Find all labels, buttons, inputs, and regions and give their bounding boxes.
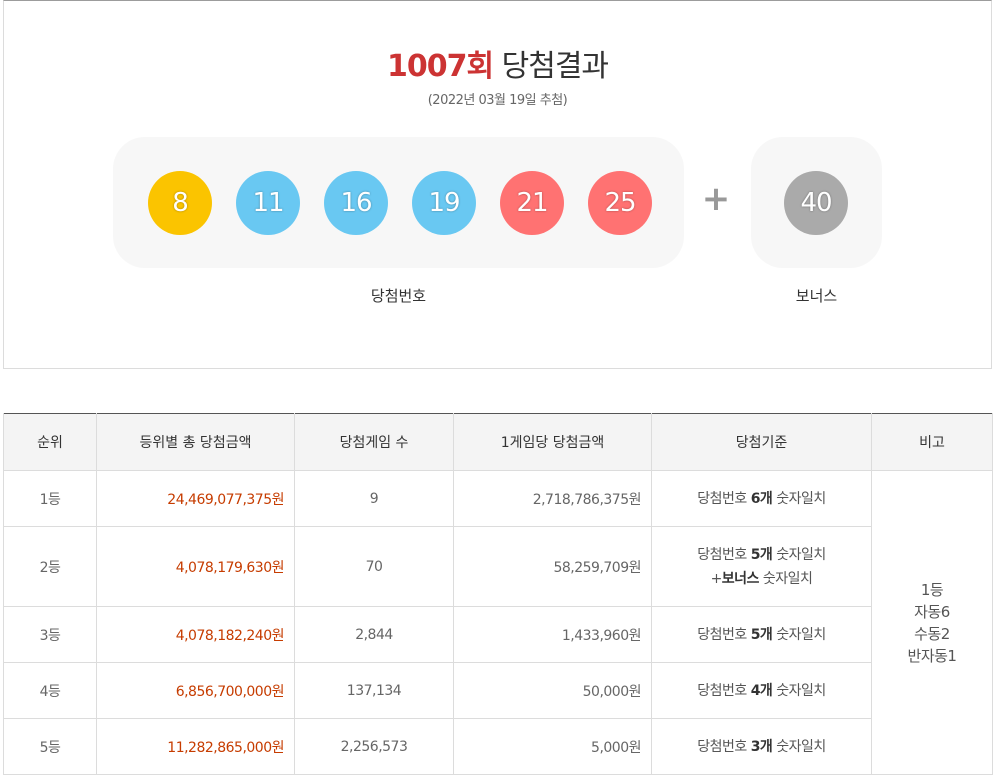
criteria-text: 숫자일치	[772, 546, 826, 563]
table-row: 2등 4,078,179,630원 70 58,259,709원 당첨번호 5개…	[3, 526, 993, 607]
prize-per-game-cell: 1,433,960원	[453, 606, 652, 663]
winner-count-cell: 2,256,573	[294, 718, 454, 775]
criteria-cell: 당첨번호 3개 숫자일치	[651, 718, 872, 775]
header-prize-per-game: 1게임당 당첨금액	[453, 413, 652, 471]
criteria-count: 3개	[750, 738, 773, 755]
prize-table: 순위 등위별 총 당첨금액 당첨게임 수 1게임당 당첨금액 당첨기준 비고 1…	[3, 413, 993, 775]
note-line: 반자동1	[907, 646, 957, 665]
header-note: 비고	[871, 413, 993, 471]
prize-per-game-cell: 2,718,786,375원	[453, 470, 652, 527]
criteria-text: +	[710, 570, 723, 587]
table-row: 4등 6,856,700,000원 137,134 50,000원 당첨번호 4…	[3, 662, 993, 719]
criteria-count: 6개	[750, 490, 773, 507]
prize-per-game-cell: 5,000원	[453, 718, 652, 775]
rank-cell: 4등	[3, 662, 97, 719]
note-line: 자동6	[914, 602, 950, 621]
result-title: 1007회 당첨결과	[4, 41, 991, 85]
total-prize-cell: 11,282,865,000원	[96, 718, 295, 775]
prize-per-game-cell: 50,000원	[453, 662, 652, 719]
criteria-text: 당첨번호	[697, 682, 751, 699]
criteria-count: 4개	[750, 682, 773, 699]
winning-ball-4: 19	[412, 171, 476, 235]
criteria-text: 당첨번호	[697, 626, 751, 643]
rank-cell: 3등	[3, 606, 97, 663]
header-rank: 순위	[3, 413, 97, 471]
draw-result-panel: 1007회 당첨결과 (2022년 03월 19일 추첨) 8 11 16 19…	[3, 0, 992, 369]
criteria-cell: 당첨번호 5개 숫자일치 +보너스 숫자일치	[651, 526, 872, 607]
header-criteria: 당첨기준	[651, 413, 872, 471]
table-header-row: 순위 등위별 총 당첨금액 당첨게임 수 1게임당 당첨금액 당첨기준 비고	[3, 413, 993, 471]
criteria-text: 숫자일치	[772, 490, 826, 507]
criteria-count: 5개	[750, 626, 773, 643]
criteria-text: 당첨번호	[697, 490, 751, 507]
winner-count-cell: 70	[294, 526, 454, 607]
table-row: 3등 4,078,182,240원 2,844 1,433,960원 당첨번호 …	[3, 606, 993, 663]
criteria-text: 당첨번호	[697, 546, 751, 563]
criteria-bonus: 보너스	[721, 570, 760, 587]
plus-sign: +	[701, 179, 731, 219]
header-winner-count: 당첨게임 수	[294, 413, 454, 471]
header-total-prize: 등위별 총 당첨금액	[96, 413, 295, 471]
winning-ball-2: 11	[236, 171, 300, 235]
note-line: 수동2	[914, 624, 950, 643]
criteria-cell: 당첨번호 4개 숫자일치	[651, 662, 872, 719]
criteria-text: 당첨번호	[697, 738, 751, 755]
winner-count-cell: 2,844	[294, 606, 454, 663]
rank-cell: 2등	[3, 526, 97, 607]
bonus-ball: 40	[784, 171, 848, 235]
winning-ball-1: 8	[148, 171, 212, 235]
total-prize-cell: 4,078,179,630원	[96, 526, 295, 607]
winner-count-cell: 137,134	[294, 662, 454, 719]
note-cell: 1등 자동6 수동2 반자동1	[871, 470, 993, 775]
winning-numbers-box: 8 11 16 19 21 25	[113, 137, 684, 268]
total-prize-cell: 6,856,700,000원	[96, 662, 295, 719]
criteria-text: 숫자일치	[772, 626, 826, 643]
rank-cell: 5등	[3, 718, 97, 775]
winning-ball-3: 16	[324, 171, 388, 235]
criteria-text: 숫자일치	[772, 738, 826, 755]
winning-numbers-caption: 당첨번호	[370, 287, 427, 305]
round-number: 1007회	[386, 49, 494, 84]
winning-ball-6: 25	[588, 171, 652, 235]
total-prize-cell: 24,469,077,375원	[96, 470, 295, 527]
prize-per-game-cell: 58,259,709원	[453, 526, 652, 607]
criteria-text: 숫자일치	[772, 682, 826, 699]
criteria-count: 5개	[750, 546, 773, 563]
bonus-caption: 보너스	[795, 287, 838, 305]
total-prize-cell: 4,078,182,240원	[96, 606, 295, 663]
title-suffix: 당첨결과	[501, 49, 609, 84]
table-row: 1등 24,469,077,375원 9 2,718,786,375원 당첨번호…	[3, 470, 993, 775]
winning-ball-5: 21	[500, 171, 564, 235]
winner-count-cell: 9	[294, 470, 454, 527]
criteria-cell: 당첨번호 6개 숫자일치	[651, 470, 872, 527]
criteria-text: 숫자일치	[758, 570, 813, 587]
rank-cell: 1등	[3, 470, 97, 527]
bonus-number-box: 40	[751, 137, 882, 268]
note-line: 1등	[920, 580, 944, 599]
table-row: 5등 11,282,865,000원 2,256,573 5,000원 당첨번호…	[3, 718, 993, 775]
criteria-cell: 당첨번호 5개 숫자일치	[651, 606, 872, 663]
draw-date: (2022년 03월 19일 추첨)	[427, 93, 568, 108]
